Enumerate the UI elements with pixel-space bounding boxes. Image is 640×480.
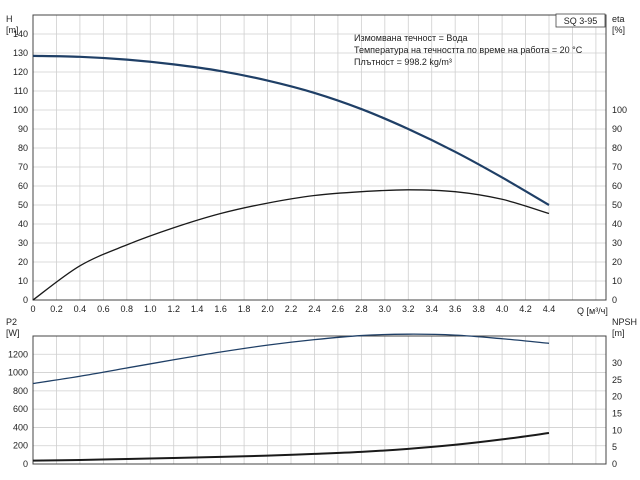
- top-right-tick-label: 10: [612, 276, 622, 286]
- x-tick-label: 4.0: [496, 304, 509, 314]
- x-tick-label: 4.4: [543, 304, 556, 314]
- top-left-tick-label: 140: [13, 29, 28, 39]
- bottom-right-tick-label: 30: [612, 358, 622, 368]
- top-plot-frame: [32, 14, 607, 301]
- bottom-left-tick-label: 1000: [8, 368, 28, 378]
- power-npsh-panel: P2 [W] NPSH [m] 0 200 400 600 800 1000 1200 0 5…: [6, 317, 637, 469]
- head-curve: [32, 54, 550, 206]
- top-left-tick-label: 100: [13, 105, 28, 115]
- efficiency-curve: [32, 189, 550, 301]
- top-right-tick-label: 90: [612, 124, 622, 134]
- top-right-tick-label: 0: [612, 295, 617, 305]
- x-tick-label: 0.6: [97, 304, 110, 314]
- top-right-tick-label: 20: [612, 257, 622, 267]
- top-right-axis-label: eta: [612, 14, 625, 24]
- x-tick-label: 1.6: [214, 304, 227, 314]
- top-left-tick-label: 130: [13, 48, 28, 58]
- top-right-tick-labels: 0 10 20 30 40 50 60 70 80 90 100: [612, 105, 627, 305]
- top-right-tick-label: 60: [612, 181, 622, 191]
- bottom-left-tick-label: 0: [23, 459, 28, 469]
- top-left-axis-label: H: [6, 14, 13, 24]
- bottom-right-tick-labels: 0 5 10 15 20 25 30: [612, 358, 622, 469]
- x-tick-label: 1.0: [144, 304, 157, 314]
- x-tick-label: 3.4: [425, 304, 438, 314]
- top-left-tick-label: 50: [18, 200, 28, 210]
- bottom-plot-frame: [32, 335, 607, 465]
- top-left-tick-label: 30: [18, 238, 28, 248]
- x-tick-label: 1.2: [167, 304, 180, 314]
- bottom-right-tick-label: 20: [612, 392, 622, 402]
- x-tick-label: 2.2: [285, 304, 298, 314]
- x-tick-label: 1.8: [238, 304, 251, 314]
- bottom-right-axis-label: NPSH: [612, 317, 637, 327]
- x-tick-label: 0.2: [50, 304, 63, 314]
- top-right-tick-label: 50: [612, 200, 622, 210]
- x-tick-label: 2.0: [261, 304, 274, 314]
- top-left-tick-label: 80: [18, 143, 28, 153]
- top-left-tick-label: 10: [18, 276, 28, 286]
- annotation-fluid: Измомвана течност = Вода: [354, 33, 467, 43]
- bottom-left-tick-label: 600: [13, 404, 28, 414]
- top-right-tick-label: 70: [612, 162, 622, 172]
- x-axis-label: Q [м³/ч]: [577, 306, 608, 316]
- bottom-right-axis-unit: [m]: [612, 328, 625, 338]
- x-tick-label: 2.6: [332, 304, 345, 314]
- top-right-axis-unit: [%]: [612, 25, 625, 35]
- model-label: SQ 3-95: [564, 16, 598, 26]
- x-tick-label: 3.0: [379, 304, 392, 314]
- top-right-tick-label: 80: [612, 143, 622, 153]
- x-tick-label: 3.8: [472, 304, 485, 314]
- top-left-tick-label: 20: [18, 257, 28, 267]
- bottom-left-tick-label: 800: [13, 386, 28, 396]
- top-left-axis-unit: [m]: [6, 25, 19, 35]
- npsh-curve: [32, 432, 550, 462]
- bottom-right-tick-label: 10: [612, 425, 622, 435]
- bottom-right-tick-label: 15: [612, 408, 622, 418]
- x-tick-label: 0.4: [74, 304, 87, 314]
- bottom-left-tick-label: 400: [13, 422, 28, 432]
- bottom-grid: [32, 336, 606, 465]
- bottom-left-tick-label: 200: [13, 441, 28, 451]
- x-tick-labels: 0 0.2 0.4 0.6 0.8 1.0 1.2 1.4 1.6 1.8 2.0 2.2 2.4 2.6…: [30, 304, 555, 314]
- x-tick-label: 4.2: [519, 304, 532, 314]
- head-efficiency-panel: H [m] eta [%] 01020304050607080901001101…: [6, 13, 627, 316]
- top-left-tick-labels: 0 10 20 30 40 50 60 70 80 90 100 110 120 130 140: [13, 29, 28, 305]
- bottom-left-tick-labels: 0 200 400 600 800 1000 1200: [8, 349, 28, 469]
- bottom-right-tick-label: 5: [612, 442, 617, 452]
- top-left-tick-label: 90: [18, 124, 28, 134]
- top-left-tick-label: 70: [18, 162, 28, 172]
- top-grid: [32, 15, 606, 301]
- x-tick-label: 0: [30, 304, 35, 314]
- annotation-temperature: Температура на течността по време на раб…: [354, 45, 583, 55]
- model-label-box: [555, 13, 606, 28]
- x-tick-label: 1.4: [191, 304, 204, 314]
- top-left-tick-label: 40: [18, 219, 28, 229]
- x-tick-label: 0.8: [121, 304, 134, 314]
- top-right-tick-label: 40: [612, 219, 622, 229]
- bottom-left-axis-label: P2: [6, 317, 17, 327]
- bottom-right-tick-label: 25: [612, 375, 622, 385]
- top-left-tick-label: 0: [23, 295, 28, 305]
- top-left-tick-label: 120: [13, 67, 28, 77]
- bottom-left-tick-label: 1200: [8, 349, 28, 359]
- bottom-right-tick-label: 0: [612, 459, 617, 469]
- x-tick-label: 3.2: [402, 304, 415, 314]
- x-tick-label: 3.6: [449, 304, 462, 314]
- top-right-tick-label: 100: [612, 105, 627, 115]
- x-tick-label: 2.8: [355, 304, 368, 314]
- annotation-density: Плътност = 998.2 kg/m³: [354, 57, 452, 67]
- top-left-tick-label: 110: [14, 86, 28, 96]
- top-right-tick-label: 30: [612, 238, 622, 248]
- power-curve: [32, 333, 550, 385]
- bottom-left-axis-unit: [W]: [6, 328, 20, 338]
- x-tick-label: 2.4: [308, 304, 321, 314]
- top-left-tick-label: 60: [18, 181, 28, 191]
